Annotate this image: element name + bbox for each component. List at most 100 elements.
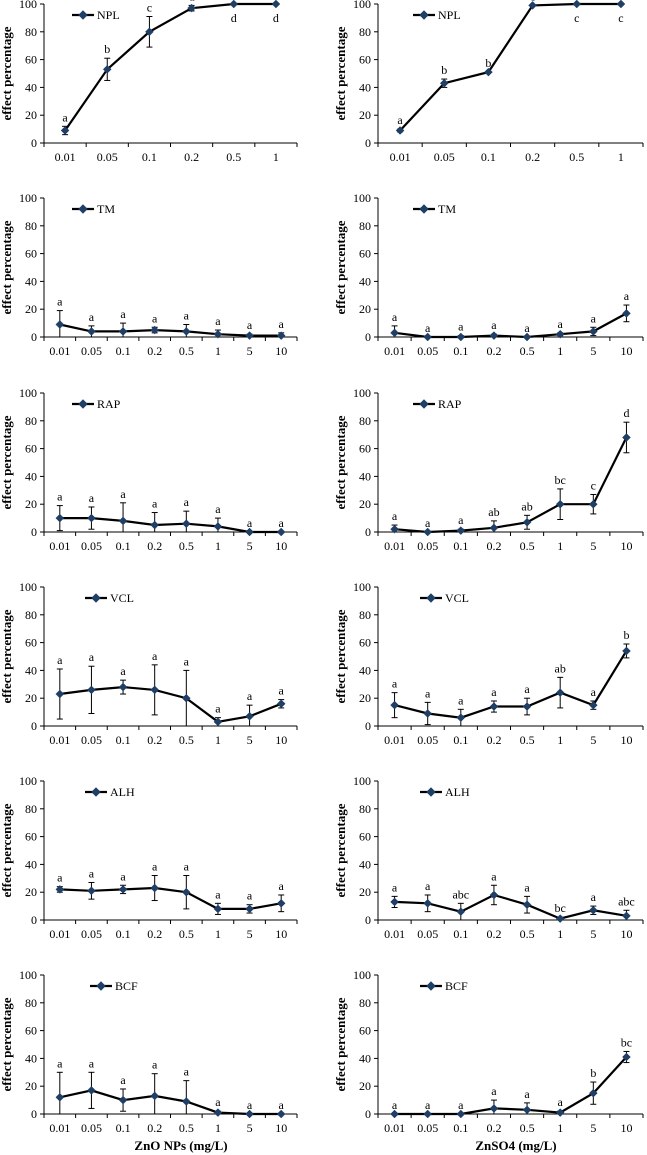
y-tick-label: 100	[19, 191, 37, 205]
x-tick-label: 0.2	[486, 733, 501, 747]
significance-label: a	[279, 317, 285, 331]
x-tick-label: 0.05	[81, 539, 102, 553]
data-point	[489, 702, 499, 711]
series-line-tm	[394, 312, 627, 339]
legend-marker	[78, 204, 88, 214]
data-point	[528, 1, 537, 10]
x-tick-label: 10	[275, 344, 287, 358]
y-tick-label: 100	[353, 774, 371, 788]
y-tick-label: 60	[25, 442, 37, 456]
significance-label: a	[491, 318, 497, 332]
data-point	[87, 685, 96, 695]
significance-label: c	[147, 1, 152, 15]
data-point	[588, 327, 598, 336]
data-point	[489, 331, 499, 340]
x-tick-label: 5	[590, 344, 596, 358]
x-tick-label: 10	[620, 344, 632, 358]
x-tick-label: 0.05	[81, 1121, 102, 1135]
x-tick-label: 0.5	[179, 733, 194, 747]
y-tick-label: 80	[25, 996, 37, 1010]
x-tick-label: 0.1	[453, 344, 468, 358]
data-point	[213, 717, 223, 727]
x-tick-label: 1	[557, 344, 563, 358]
y-tick-label: 20	[359, 497, 371, 511]
data-point	[213, 522, 223, 531]
significance-label: a	[152, 311, 158, 325]
y-tick-label: 40	[359, 1051, 371, 1065]
x-tick-label: 0.01	[384, 733, 405, 747]
y-tick-label: 40	[25, 469, 37, 483]
legend-marker	[426, 787, 436, 797]
y-tick-label: 20	[25, 108, 37, 122]
x-tick-label: 0.5	[520, 927, 535, 941]
x-tick-label: 1	[215, 927, 221, 941]
data-point	[555, 499, 565, 509]
y-tick-label: 60	[25, 830, 37, 844]
data-point	[588, 499, 598, 509]
y-tick-label: 20	[25, 691, 37, 705]
x-tick-label: 0.1	[116, 539, 131, 553]
y-tick-label: 0	[31, 913, 37, 927]
data-point	[439, 78, 449, 88]
y-tick-label: 60	[359, 1024, 371, 1038]
data-point	[456, 713, 466, 723]
y-tick-label: 100	[19, 386, 37, 400]
x-tick-label: 0.5	[226, 150, 241, 164]
data-point	[87, 1086, 96, 1095]
significance-label: a	[120, 1073, 126, 1087]
significance-label: a	[57, 871, 63, 885]
series-line-alh	[59, 886, 282, 911]
significance-label: a	[62, 110, 68, 124]
data-point	[87, 327, 96, 336]
data-point	[555, 688, 565, 697]
x-tick-label: 0.2	[486, 344, 501, 358]
y-tick-label: 100	[353, 0, 371, 11]
data-point	[245, 711, 254, 721]
data-point	[87, 513, 96, 523]
significance-label: a	[215, 702, 221, 716]
significance-label: a	[425, 321, 431, 335]
x-tick-label: 1	[215, 1121, 221, 1135]
y-tick-label: 20	[359, 108, 371, 122]
y-tick-label: 0	[31, 1107, 37, 1121]
data-point	[245, 331, 254, 340]
significance-label: a	[524, 321, 530, 335]
legend-label: BCF	[445, 979, 468, 993]
significance-label: a	[89, 650, 95, 664]
data-point	[395, 126, 405, 135]
y-tick-label: 100	[353, 386, 371, 400]
x-tick-label: 5	[247, 733, 253, 747]
data-point	[55, 689, 65, 699]
chart-alh-znso4: 0 20 40 60 80 100 0.01 0.05 0.1 0.2 0.5 1 5 10 effect …	[333, 774, 644, 941]
y-tick-label: 0	[31, 330, 37, 344]
chart-tm-znso4: 0 20 40 60 80 100 0.01 0.05 0.1 0.2 0.5 1 5 10 effect …	[333, 191, 644, 358]
data-point	[102, 64, 112, 74]
data-point	[150, 685, 160, 695]
chart-rap-znso4: 0 20 40 60 80 100 0.01 0.05 0.1 0.2 0.5 1 5 10 effect …	[333, 386, 644, 553]
x-tick-label: 0.5	[520, 344, 535, 358]
x-tick-label: 0.05	[417, 733, 438, 747]
x-tick-label: 0.2	[486, 1121, 501, 1135]
data-point	[616, 0, 626, 9]
y-axis-title: effect percentage	[333, 609, 348, 703]
x-tick-label: 0.01	[55, 150, 76, 164]
significance-label: a	[425, 879, 431, 893]
significance-label: a	[184, 860, 190, 874]
legend-marker	[91, 787, 101, 797]
x-tick-label: 0.5	[569, 150, 584, 164]
significance-label: a	[89, 866, 95, 880]
x-tick-label: 0.01	[49, 539, 70, 553]
data-point	[60, 126, 70, 135]
x-tick-label: 0.01	[49, 344, 70, 358]
significance-label: a	[215, 1095, 221, 1109]
significance-label: a	[591, 685, 597, 699]
significance-label: a	[558, 1095, 564, 1109]
y-tick-label: 20	[25, 885, 37, 899]
x-tick-label: 0.01	[384, 1121, 405, 1135]
data-point	[522, 702, 532, 711]
data-point	[555, 329, 565, 339]
y-axis-title: effect percentage	[0, 26, 14, 120]
legend-marker	[419, 10, 429, 20]
y-tick-label: 20	[359, 1079, 371, 1093]
data-point	[522, 517, 532, 527]
